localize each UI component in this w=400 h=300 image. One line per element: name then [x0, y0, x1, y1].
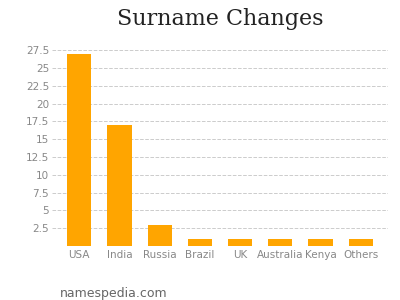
Bar	[148, 225, 172, 246]
Bar	[268, 239, 292, 246]
Bar	[228, 239, 252, 246]
Title: Surname Changes: Surname Changes	[117, 8, 323, 30]
Bar	[67, 54, 91, 246]
Text: namespedia.com: namespedia.com	[60, 287, 168, 300]
Bar	[349, 239, 373, 246]
Bar	[108, 125, 132, 246]
Bar	[308, 239, 332, 246]
Bar	[188, 239, 212, 246]
